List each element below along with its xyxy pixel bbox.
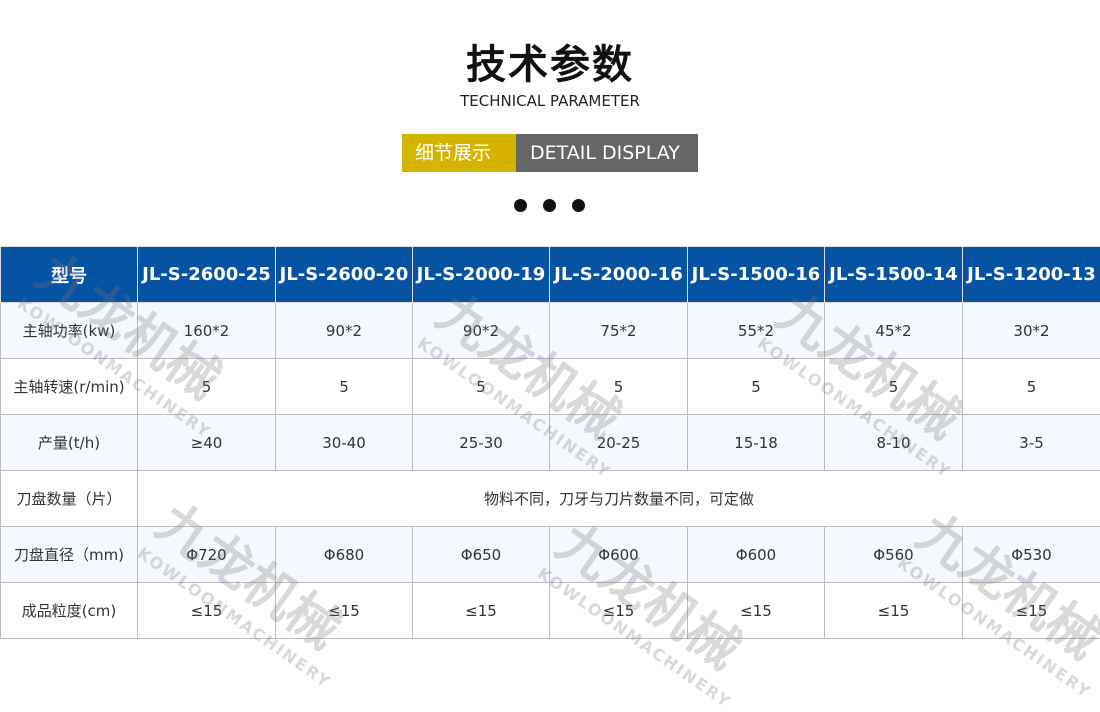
table-header-row: 型号 JL-S-2600-25 JL-S-2600-20 JL-S-2000-1…: [1, 247, 1100, 303]
cell: ≤15: [688, 583, 825, 639]
dot: [543, 199, 556, 212]
badge-cn: 细节展示: [402, 134, 516, 172]
dot: [514, 199, 527, 212]
cell: ≤15: [276, 583, 413, 639]
cell: 160*2: [138, 303, 276, 359]
dot: [572, 199, 585, 212]
cell: ≤15: [413, 583, 550, 639]
cell: ≥40: [138, 415, 276, 471]
cell: Φ680: [276, 527, 413, 583]
cell: 30*2: [963, 303, 1100, 359]
cell: 55*2: [688, 303, 825, 359]
page-title: 技术参数: [0, 32, 1100, 90]
table-row: 产量(t/h) ≥40 30-40 25-30 20-25 15-18 8-10…: [1, 415, 1100, 471]
cell: 5: [825, 359, 963, 415]
merged-cell: 物料不同，刀牙与刀片数量不同，可定做: [138, 471, 1100, 527]
table-row: 刀盘数量（片） 物料不同，刀牙与刀片数量不同，可定做: [1, 471, 1100, 527]
cell: 25-30: [413, 415, 550, 471]
cell: Φ600: [550, 527, 688, 583]
cell: 30-40: [276, 415, 413, 471]
cell: Φ530: [963, 527, 1100, 583]
cell: 3-5: [963, 415, 1100, 471]
page-subtitle: TECHNICAL PARAMETER: [0, 92, 1100, 110]
row-label: 产量(t/h): [1, 415, 138, 471]
badge-en: DETAIL DISPLAY: [516, 134, 698, 172]
cell: 90*2: [276, 303, 413, 359]
cell: 75*2: [550, 303, 688, 359]
col-header: JL-S-1500-16: [688, 247, 825, 303]
cell: 15-18: [688, 415, 825, 471]
cell: Φ720: [138, 527, 276, 583]
cell: 5: [138, 359, 276, 415]
table-row: 主轴转速(r/min) 5 5 5 5 5 5 5: [1, 359, 1100, 415]
col-header: JL-S-2600-20: [276, 247, 413, 303]
cell: ≤15: [825, 583, 963, 639]
table-row: 刀盘直径（mm) Φ720 Φ680 Φ650 Φ600 Φ600 Φ560 Φ…: [1, 527, 1100, 583]
spec-table: 型号 JL-S-2600-25 JL-S-2600-20 JL-S-2000-1…: [0, 246, 1100, 639]
cell: ≤15: [138, 583, 276, 639]
cell: 45*2: [825, 303, 963, 359]
col-header: JL-S-1500-14: [825, 247, 963, 303]
table-row: 主轴功率(kw) 160*2 90*2 90*2 75*2 55*2 45*2 …: [1, 303, 1100, 359]
row-label: 主轴转速(r/min): [1, 359, 138, 415]
cell: 5: [276, 359, 413, 415]
row-label: 主轴功率(kw): [1, 303, 138, 359]
col-header: JL-S-2600-25: [138, 247, 276, 303]
table-row: 成品粒度(cm) ≤15 ≤15 ≤15 ≤15 ≤15 ≤15 ≤15: [1, 583, 1100, 639]
cell: 8-10: [825, 415, 963, 471]
cell: 90*2: [413, 303, 550, 359]
col-header: JL-S-1200-13: [963, 247, 1100, 303]
col-header: 型号: [1, 247, 138, 303]
cell: ≤15: [963, 583, 1100, 639]
cell: ≤15: [550, 583, 688, 639]
col-header: JL-S-2000-16: [550, 247, 688, 303]
col-header: JL-S-2000-19: [413, 247, 550, 303]
row-label: 刀盘直径（mm): [1, 527, 138, 583]
dots-decoration: [514, 199, 585, 212]
cell: 20-25: [550, 415, 688, 471]
row-label: 成品粒度(cm): [1, 583, 138, 639]
cell: Φ600: [688, 527, 825, 583]
cell: Φ650: [413, 527, 550, 583]
cell: 5: [963, 359, 1100, 415]
cell: 5: [550, 359, 688, 415]
detail-display-badge: 细节展示 DETAIL DISPLAY: [402, 134, 698, 172]
row-label: 刀盘数量（片）: [1, 471, 138, 527]
cell: 5: [688, 359, 825, 415]
cell: 5: [413, 359, 550, 415]
cell: Φ560: [825, 527, 963, 583]
